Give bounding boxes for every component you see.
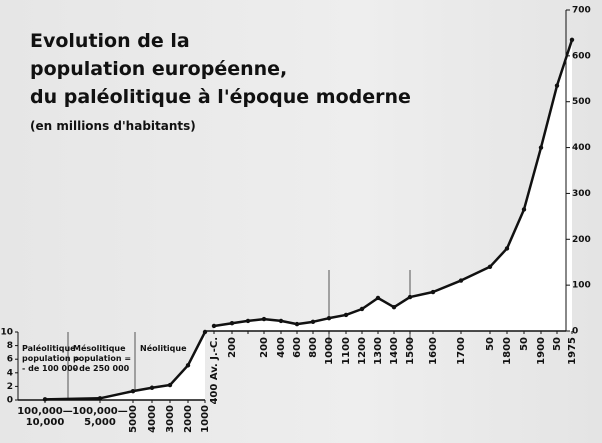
x-tick-label: 2000 (183, 405, 194, 433)
point (343, 312, 349, 318)
y-tick-label: 700 (572, 6, 591, 16)
era-annotation: population = (73, 354, 132, 363)
point (504, 246, 510, 251)
y-tick-label: 0 (7, 396, 13, 406)
x-tick-label: 200 (259, 337, 270, 358)
point (211, 323, 217, 329)
point (294, 321, 300, 327)
x-tick-label: 1000 (324, 337, 335, 365)
chart-title: du paléolitique à l'époque moderne (30, 86, 411, 108)
chart-subtitle: (en millions d'habitants) (30, 119, 196, 133)
x-tick-label: 50 (485, 337, 496, 351)
x-tick-label: 100,000— 5,000 (72, 406, 128, 428)
point (359, 306, 365, 312)
point (538, 145, 544, 150)
x-tick-label: 400 Av. J.-C. (209, 337, 220, 405)
chart-title: population européenne, (30, 58, 288, 80)
era-annotation: - de 100 000 (22, 364, 79, 373)
point (130, 388, 136, 394)
x-tick-label: 1100 (341, 337, 352, 365)
point (430, 289, 436, 295)
x-tick-label: 1975 (567, 337, 578, 365)
point (167, 382, 173, 388)
point (149, 385, 155, 390)
x-tick-label: 1700 (456, 337, 467, 365)
point (261, 316, 267, 322)
y-tick-label: 4 (7, 368, 13, 378)
point (458, 278, 464, 283)
y-tick-label: 8 (7, 341, 13, 351)
x-tick-label: 50 (552, 337, 563, 351)
y-tick-label: 100 (572, 281, 591, 291)
point (407, 294, 413, 300)
x-tick-label: 600 (292, 337, 303, 358)
y-tick-label: 400 (572, 143, 591, 153)
y-tick-label: 500 (572, 97, 591, 107)
x-tick-label: 800 (308, 337, 319, 358)
era-annotation: Néolitique (140, 344, 187, 353)
x-tick-label: 100,000— 10,000 (17, 406, 73, 428)
y-tick-label: 600 (572, 51, 591, 61)
x-tick-label: 3000 (165, 405, 176, 433)
x-tick-label: 1500 (405, 337, 416, 365)
x-tick-label: 50 (519, 337, 530, 351)
era-annotation: Paléolitique (22, 344, 76, 353)
x-tick-label: 1000 (200, 405, 211, 433)
x-tick-label: 200 (227, 337, 238, 358)
x-tick-label: 1300 (373, 337, 384, 365)
y-tick-label: 2 (7, 382, 13, 392)
x-tick-label: 1400 (389, 337, 400, 365)
x-tick-label: 400 (276, 337, 287, 358)
point (185, 363, 191, 368)
area-fill (214, 39, 572, 332)
point (310, 319, 316, 325)
point (521, 207, 527, 212)
point (278, 318, 284, 324)
y-tick-label: 10 (0, 328, 13, 338)
x-tick-label: 4000 (147, 405, 158, 433)
point (391, 304, 397, 310)
y-tick-label: 300 (572, 189, 591, 199)
chart-title: Evolution de la (30, 30, 190, 52)
x-tick-label: 1900 (536, 337, 547, 365)
era-annotation: Mésolitique (73, 344, 126, 353)
x-tick-label: 5000 (128, 405, 139, 433)
point (375, 295, 381, 301)
y-tick-label: 0 (572, 327, 578, 337)
x-tick-label: 1200 (357, 337, 368, 365)
era-annotation: - de 250 000 (73, 364, 130, 373)
area-fill (45, 332, 205, 400)
x-tick-label: 1600 (428, 337, 439, 365)
point (554, 83, 560, 88)
point (487, 264, 493, 269)
y-tick-label: 6 (7, 355, 13, 365)
point (245, 318, 251, 324)
point (569, 37, 575, 43)
point (229, 321, 235, 326)
point (326, 315, 332, 321)
era-annotation: population = (22, 354, 81, 363)
x-tick-label: 1800 (502, 337, 513, 365)
y-tick-label: 200 (572, 235, 591, 245)
